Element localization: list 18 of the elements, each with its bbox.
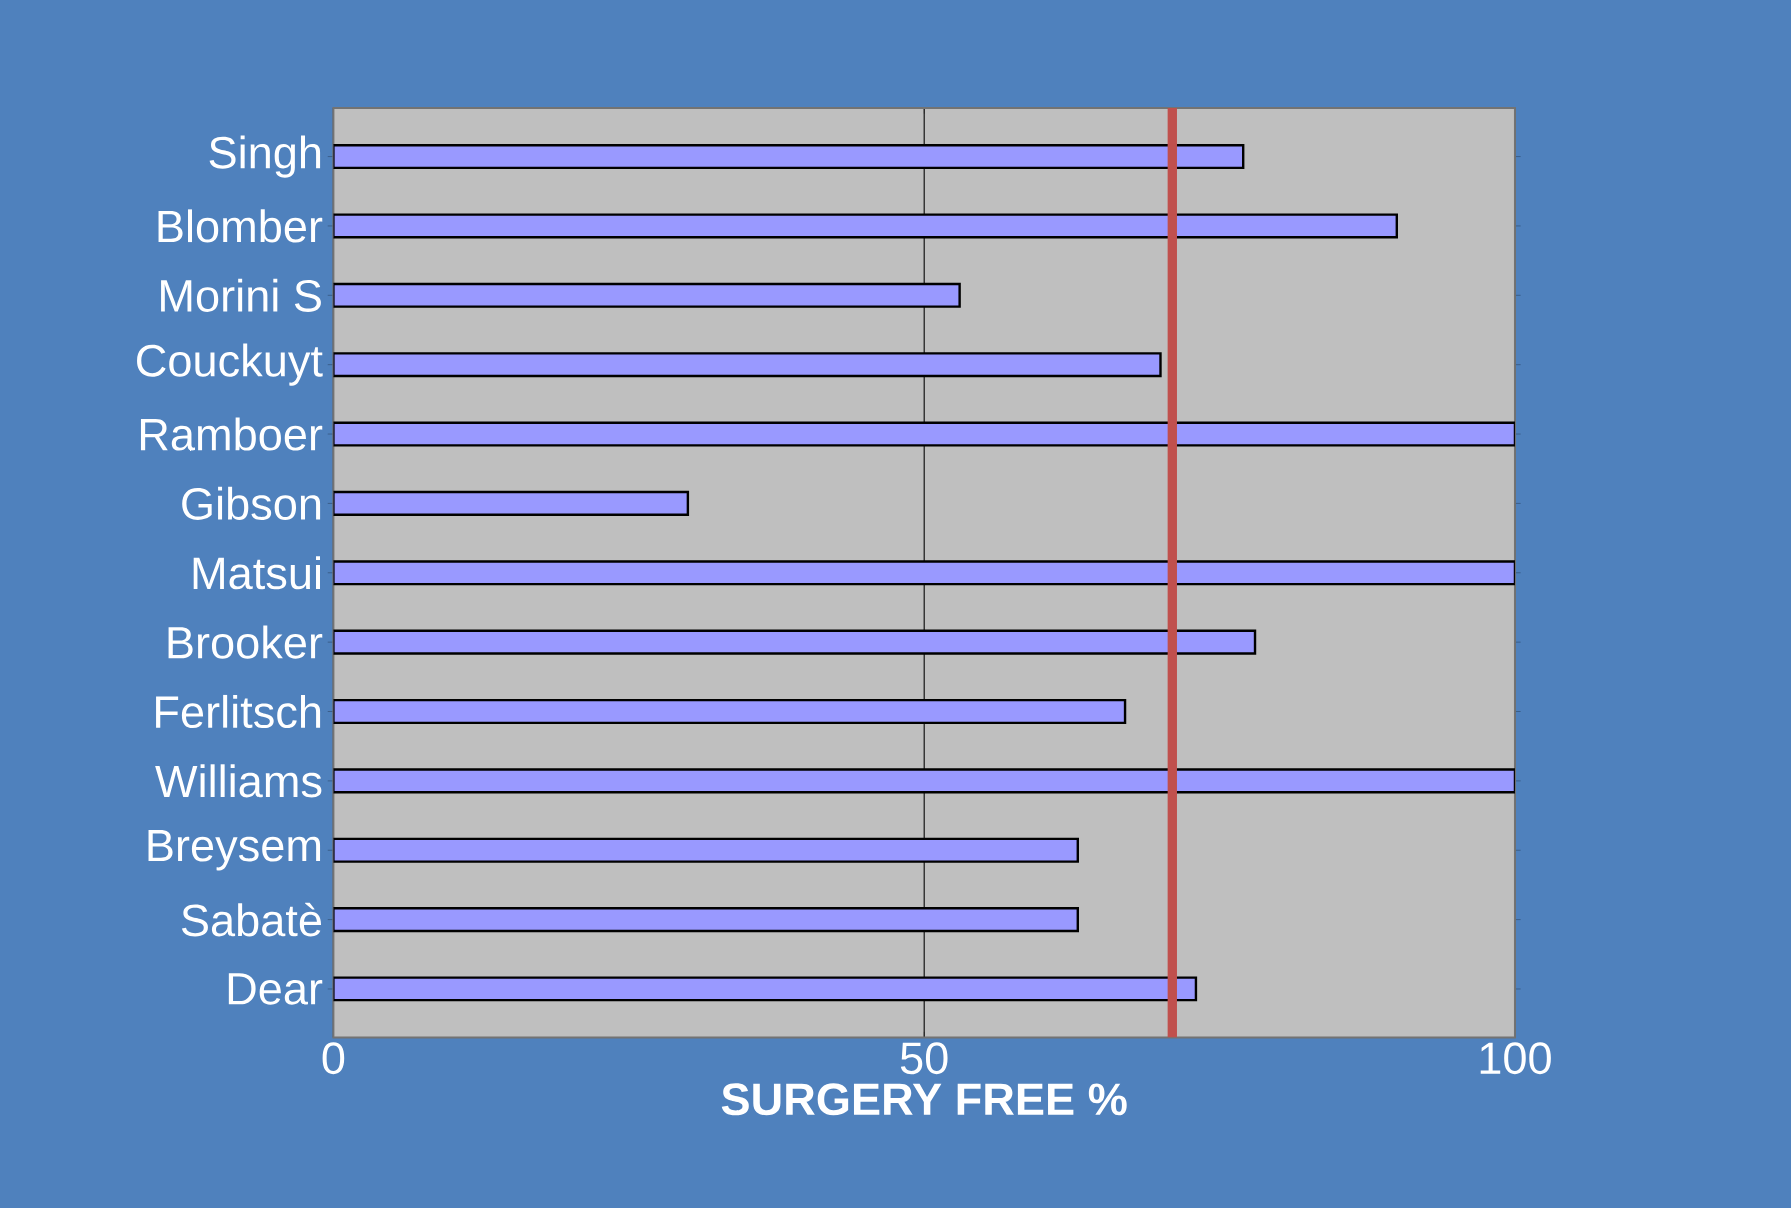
y-tick-label: Singh [209,135,321,178]
y-tick-label: Williams [155,764,322,798]
y-tick-label: Morini S [161,278,321,312]
y-tick-label: Gibson [182,486,321,520]
bar [333,490,690,516]
y-tick-label: Ferlitsch [156,694,321,728]
x-tick-label: 50 [900,1042,948,1075]
x-axis-title: SURGERY FREE % [721,1083,1127,1116]
y-tick-label: Couckuyt [137,343,323,386]
y-tick-label: Matsui [193,556,320,590]
y-tick-label: Blomber [158,209,323,243]
y-tick-label: Brooker [168,625,323,659]
x-tick-label: 100 [1480,1042,1551,1075]
y-tick-label: Dear [228,973,323,1005]
x-tick-label: 0 [322,1042,345,1075]
y-tick-label: Sabatè [181,902,322,937]
y-tick-label: Ramboer [140,417,323,451]
y-tick-label: Breysem [148,829,321,871]
